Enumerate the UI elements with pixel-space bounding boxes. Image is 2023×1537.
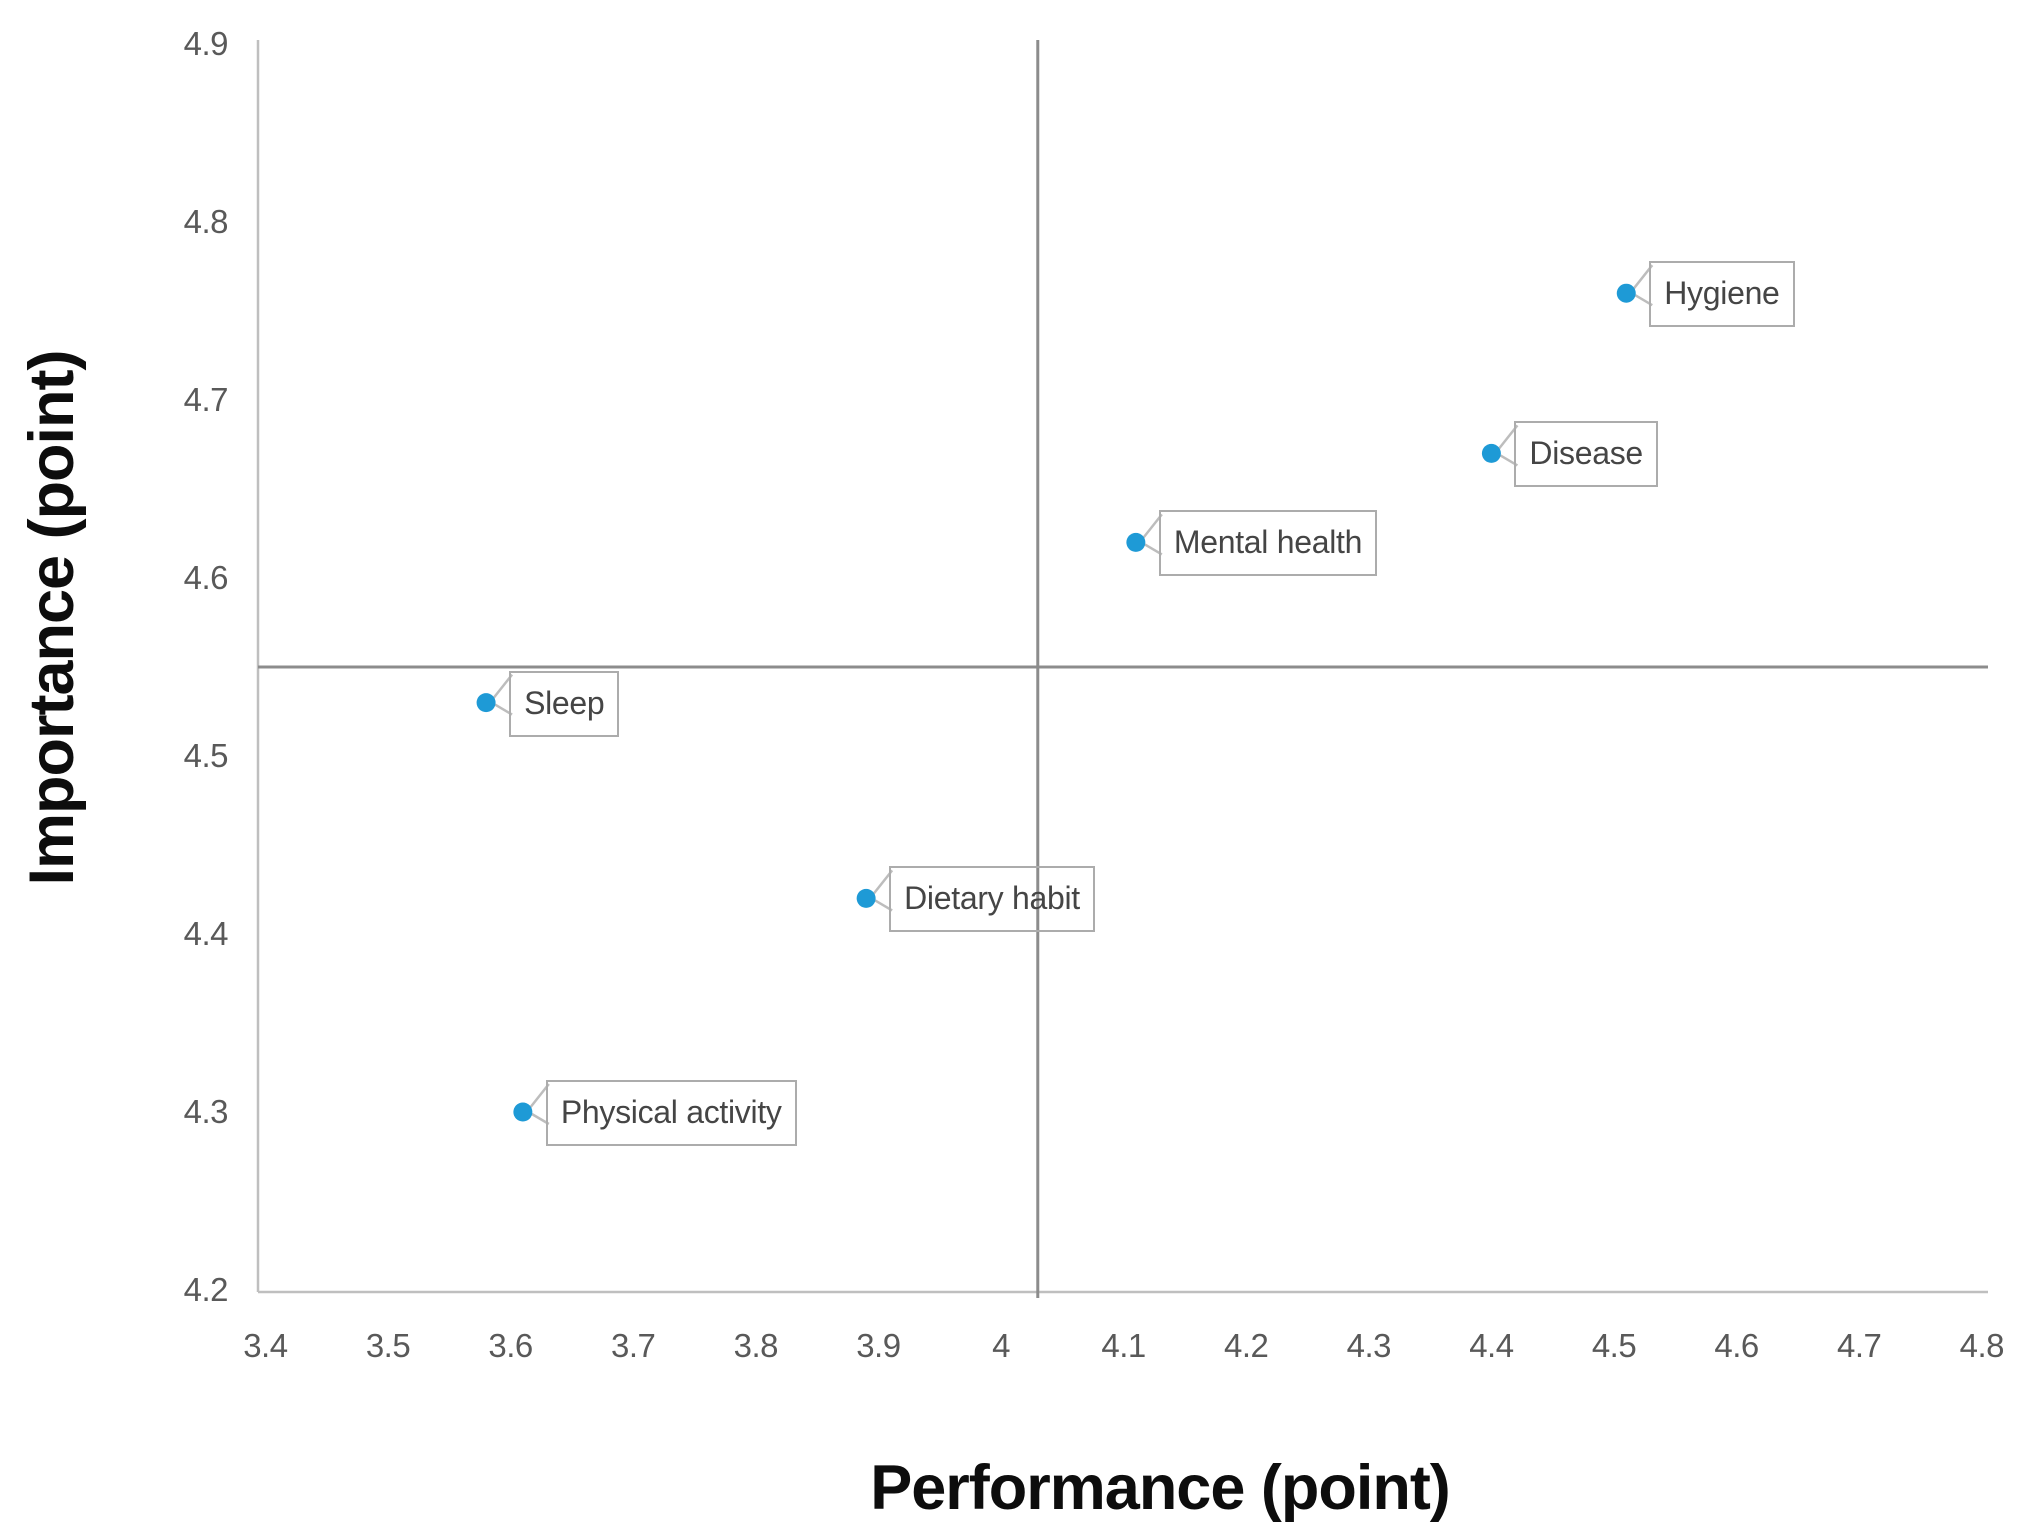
data-point-sleep [476,693,496,713]
x-tick-label-4.8: 4.8 [1959,1327,2005,1364]
data-label-mental-health: Mental health [1158,510,1378,577]
x-tick-label-3.8: 3.8 [733,1327,779,1364]
x-tick-label-4.3: 4.3 [1346,1327,1392,1364]
callout-leader-line [1141,513,1163,540]
y-tick-label-4.4: 4.4 [183,915,229,952]
data-label-sleep: Sleep [509,670,620,737]
x-tick-label-4.6: 4.6 [1714,1327,1759,1364]
y-tick-label-4.9: 4.9 [183,25,229,62]
data-label-disease: Disease [1514,421,1658,488]
data-point-hygiene [1616,283,1636,303]
data-label-hygiene: Hygiene [1649,261,1795,328]
x-tick-label-3.4: 3.4 [243,1327,288,1364]
x-tick-label-3.7: 3.7 [611,1327,656,1364]
y-tick-label-4.7: 4.7 [183,381,229,418]
y-tick-label-4.5: 4.5 [183,737,229,774]
data-point-dietary-habit [856,888,876,908]
data-point-physical-activity [513,1102,533,1122]
data-label-dietary-habit: Dietary habit [889,866,1095,933]
callout-leader-line [1632,264,1654,290]
data-point-disease [1481,443,1501,463]
x-tick-label-4.4: 4.4 [1469,1327,1514,1364]
y-tick-label-4.3: 4.3 [183,1093,229,1130]
x-tick-label-4.2: 4.2 [1224,1327,1269,1364]
callout-leader-line [1497,424,1519,451]
x-tick-label-4.7: 4.7 [1837,1327,1882,1364]
x-tick-label-3.9: 3.9 [856,1327,901,1364]
data-label-physical-activity: Physical activity [545,1080,797,1146]
x-tick-label-3.6: 3.6 [488,1327,533,1364]
x-tick-label-4: 4 [992,1327,1010,1364]
y-tick-label-4.6: 4.6 [183,559,229,596]
callout-leader-line [872,869,894,896]
callout-leader-line [492,673,514,700]
callout-leader-line [528,1083,550,1109]
y-tick-label-4.2: 4.2 [183,1271,229,1308]
x-tick-label-3.5: 3.5 [365,1327,411,1364]
data-point-mental-health [1126,532,1146,552]
y-axis-title: Importance (point) [17,350,87,886]
x-axis-title: Performance (point) [870,1453,1451,1523]
y-tick-label-4.8: 4.8 [183,203,229,240]
x-tick-label-4.1: 4.1 [1101,1327,1146,1364]
x-tick-label-4.5: 4.5 [1591,1327,1637,1364]
